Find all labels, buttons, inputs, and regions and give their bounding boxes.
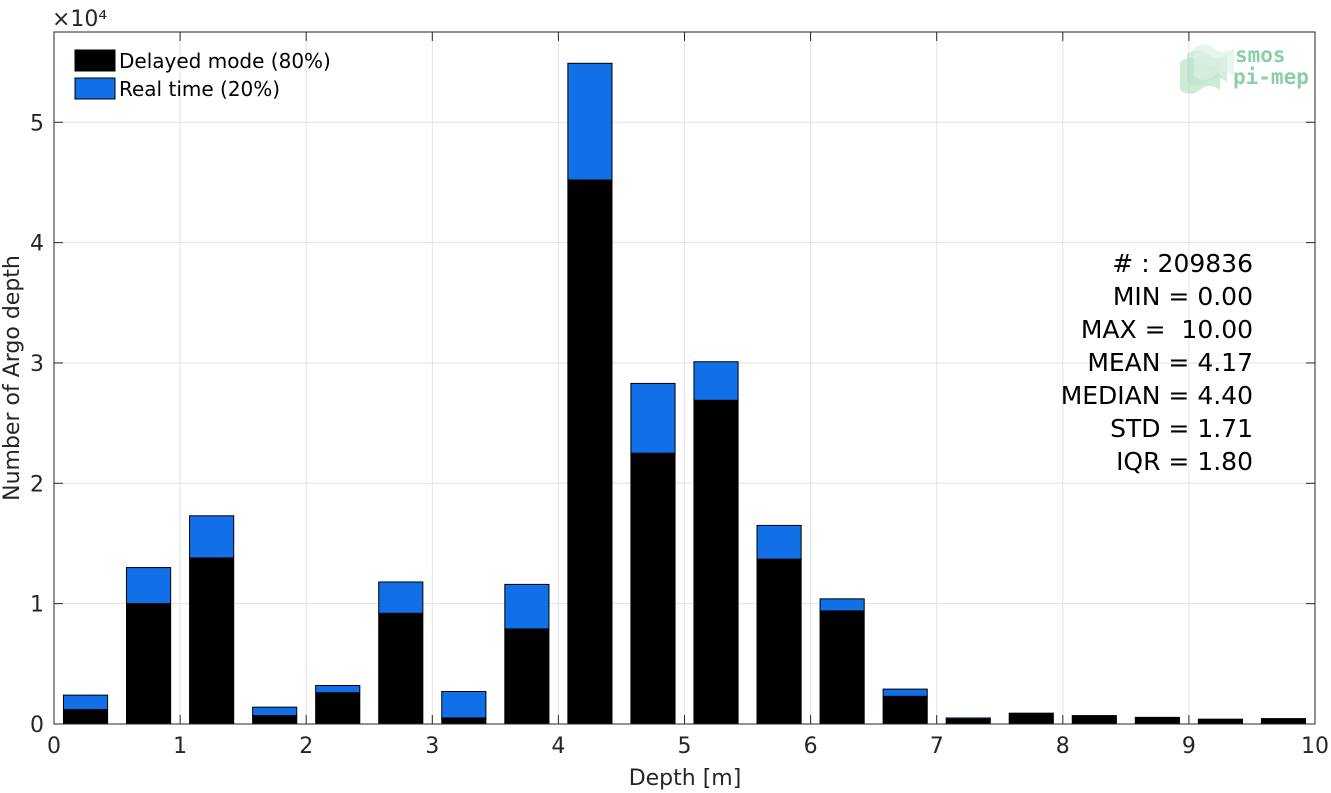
stat-std: STD = 1.71	[1110, 414, 1253, 443]
bar-delayed-mode	[1134, 716, 1180, 725]
legend-swatch-delayed	[74, 49, 116, 72]
stat-count: # : 209836	[1112, 249, 1253, 278]
legend-swatch-realtime	[74, 77, 116, 100]
bar-delayed-mode	[945, 718, 991, 725]
x-tick-label: 8	[1056, 734, 1070, 759]
bar-delayed-mode	[1197, 718, 1243, 725]
stat-max: MAX = 10.00	[1081, 315, 1253, 344]
wave-icon	[1180, 44, 1234, 94]
logo-line2: pi-mep	[1233, 65, 1309, 89]
x-tick-label: 2	[299, 734, 313, 759]
bar-delayed-mode	[756, 558, 802, 725]
bar-real-time	[630, 382, 676, 454]
bar-real-time	[819, 598, 865, 612]
x-tick-label: 1	[173, 734, 187, 759]
stat-min: MIN = 0.00	[1113, 282, 1253, 311]
x-tick-label: 7	[930, 734, 944, 759]
bar-delayed-mode	[630, 452, 676, 725]
y-ticks: 0 1 2 3 4 5	[30, 111, 1315, 738]
legend-label-realtime: Real time (20%)	[119, 77, 280, 101]
bar-real-time	[567, 62, 613, 181]
x-ticks: 0 1 2 3 4 5 6 7 8 9 10	[47, 32, 1329, 759]
bar-real-time	[441, 691, 487, 719]
bar-delayed-mode	[315, 692, 361, 725]
x-tick-label: 6	[804, 734, 818, 759]
y-tick-label: 1	[30, 593, 44, 618]
y-multiplier: ×10⁴	[52, 7, 107, 32]
smos-pimep-logo: smos pi-mep	[1180, 43, 1309, 94]
bar-delayed-mode	[567, 179, 613, 725]
bar-real-time	[693, 361, 739, 401]
stat-iqr: IQR = 1.80	[1116, 447, 1253, 476]
bar-real-time	[189, 515, 235, 559]
bar-real-time	[126, 567, 172, 605]
bar-delayed-mode	[126, 603, 172, 725]
bar-real-time	[315, 684, 361, 694]
bar-delayed-mode	[504, 628, 550, 725]
stat-median: MEDIAN = 4.40	[1061, 381, 1253, 410]
stat-mean: MEAN = 4.17	[1087, 348, 1253, 377]
bar-delayed-mode	[62, 709, 109, 725]
bar-real-time	[62, 694, 109, 711]
y-tick-label: 5	[30, 111, 44, 136]
stats-box: # : 209836 MIN = 0.00 MAX = 10.00 MEAN =…	[1061, 249, 1253, 476]
bar-delayed-mode	[189, 557, 235, 725]
x-tick-label: 3	[425, 734, 439, 759]
x-axis-label: Depth [m]	[629, 766, 742, 791]
bar-real-time	[252, 706, 298, 717]
x-tick-label: 10	[1301, 734, 1329, 759]
bar-real-time	[378, 581, 424, 614]
bar-delayed-mode	[693, 399, 739, 725]
y-tick-label: 0	[30, 713, 44, 738]
legend-label-delayed: Delayed mode (80%)	[119, 49, 331, 73]
y-tick-label: 3	[30, 352, 44, 377]
bar-delayed-mode	[1071, 715, 1117, 725]
x-tick-label: 4	[551, 734, 565, 759]
logo-line1: smos	[1235, 43, 1286, 67]
y-tick-label: 4	[30, 232, 44, 257]
bars	[62, 62, 1307, 725]
bar-delayed-mode	[819, 610, 865, 725]
x-tick-label: 5	[678, 734, 692, 759]
bar-delayed-mode	[882, 695, 928, 725]
x-tick-label: 0	[47, 734, 61, 759]
y-tick-label: 2	[30, 472, 44, 497]
legend: Delayed mode (80%) Real time (20%)	[74, 49, 331, 101]
bar-real-time	[504, 583, 550, 630]
bar-delayed-mode	[1260, 718, 1307, 725]
bar-delayed-mode	[378, 612, 424, 725]
bar-real-time	[945, 717, 991, 720]
bar-real-time	[882, 688, 928, 697]
x-tick-label: 9	[1182, 734, 1196, 759]
bar-real-time	[756, 524, 802, 560]
bar-delayed-mode	[1008, 712, 1054, 725]
bar-delayed-mode	[252, 715, 298, 725]
bar-delayed-mode	[441, 717, 487, 725]
y-axis-label: Number of Argo depth	[0, 255, 25, 501]
